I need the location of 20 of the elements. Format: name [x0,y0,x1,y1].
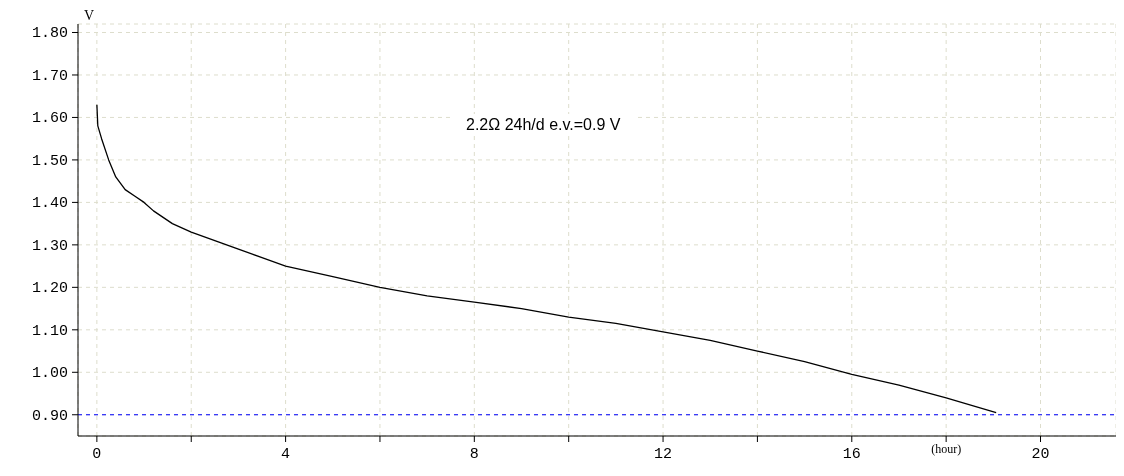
x-tick-label: 12 [654,446,673,463]
annotation: 2.2Ω 24h/d e.v.=0.9 V [452,114,635,136]
line-series [96,104,997,414]
y-axis-title: V [84,8,95,24]
x-tick-label: 20 [1031,446,1050,463]
y-tick-label: 1.60 [31,110,68,128]
x-tick-label: 16 [842,446,861,463]
x-tick-label: 4 [281,446,291,463]
y-tick-label: 0.90 [31,407,68,425]
y-tick-label: 1.70 [31,67,68,85]
x-tick-label: 8 [469,446,479,463]
x-axis-title: (hour) [931,442,962,457]
y-tick-label: 1.30 [31,237,68,255]
y-tick-label: 1.10 [31,322,68,340]
x-tick-label: 0 [92,446,102,463]
y-tick-label: 1.50 [31,152,68,170]
y-tick-label: 1.80 [31,25,68,43]
y-tick-label: 1.00 [31,365,68,383]
y-tick-label: 1.20 [31,280,68,298]
y-tick-label: 1.40 [31,195,68,213]
